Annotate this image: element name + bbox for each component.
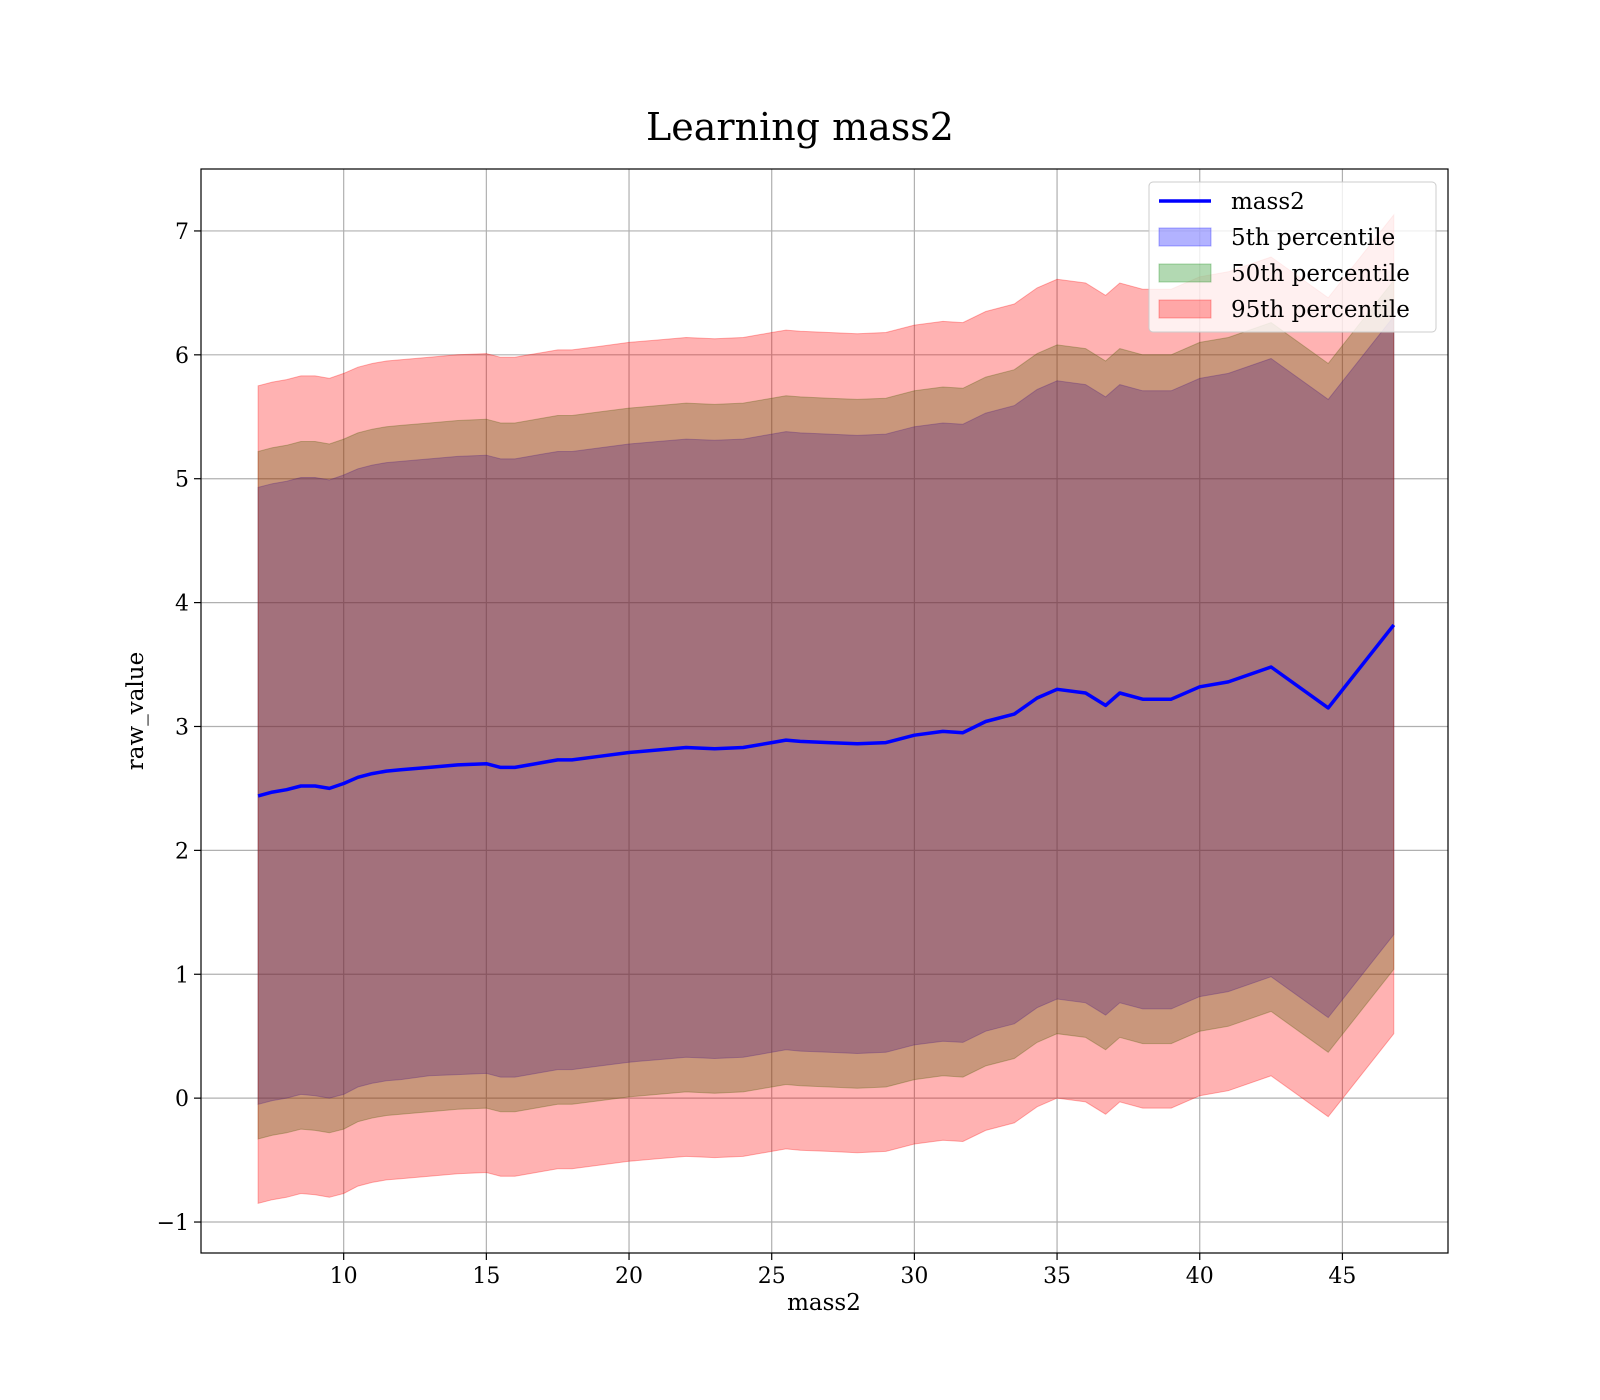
legend-label: 5th percentile (1231, 225, 1395, 251)
y-tick-label: 4 (175, 592, 189, 617)
y-tick-label: −1 (157, 1211, 189, 1236)
y-tick-label: 2 (175, 839, 189, 864)
y-tick-label: 7 (175, 220, 189, 245)
x-axis-label: mass2 (787, 1290, 861, 1316)
chart-title: Learning mass2 (646, 105, 954, 149)
y-tick-label: 6 (175, 344, 189, 369)
x-tick-label: 10 (330, 1264, 358, 1289)
percentile-bands (257, 213, 1395, 1205)
legend-label: 50th percentile (1231, 261, 1410, 287)
series-line-mass2 (257, 623, 1396, 798)
legend-swatch-band (1158, 263, 1212, 283)
y-tick-label: 5 (175, 468, 189, 493)
x-tick-label: 30 (900, 1264, 928, 1289)
x-tick-label: 15 (472, 1264, 500, 1289)
x-tick-label: 20 (615, 1264, 643, 1289)
series-lines (257, 623, 1396, 798)
legend-swatch-band (1158, 299, 1212, 319)
grid-lines (201, 169, 1448, 1253)
legend-label: mass2 (1231, 189, 1305, 215)
band-95th-percentile (257, 213, 1395, 1205)
band-50th-percentile (257, 279, 1395, 1140)
y-tick-label: 1 (175, 963, 189, 988)
legend-box (1148, 181, 1437, 333)
x-tick-label: 45 (1328, 1264, 1356, 1289)
y-tick-label: 3 (175, 715, 189, 740)
x-tick-label: 35 (1043, 1264, 1071, 1289)
legend: mass2 5th percentile 50th percentile 95th p… (1148, 181, 1437, 333)
x-tick-label: 25 (758, 1264, 786, 1289)
legend-label: 95th percentile (1231, 297, 1410, 323)
legend-swatch-band (1158, 227, 1212, 247)
plot-frame (200, 168, 1449, 1254)
x-tick-label: 40 (1186, 1264, 1214, 1289)
y-axis-label: raw_value (123, 652, 149, 770)
band-5th-percentile (257, 314, 1395, 1105)
y-tick-label: 0 (175, 1087, 189, 1112)
